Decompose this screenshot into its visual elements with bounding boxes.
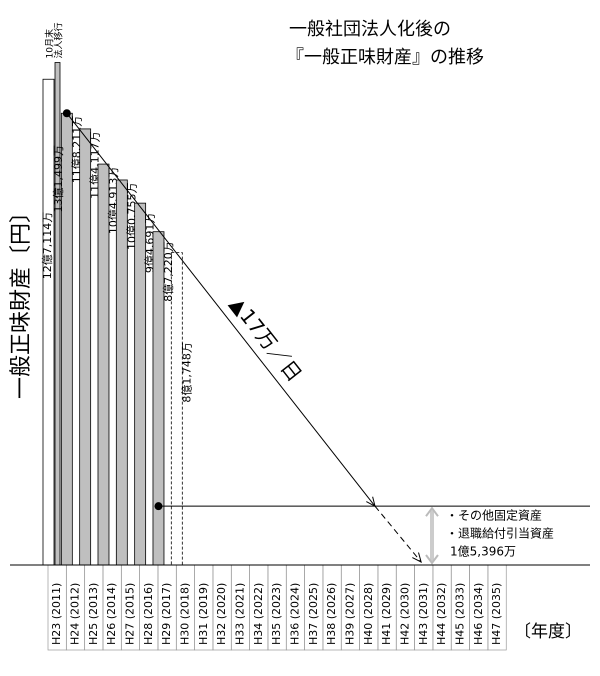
x-tick-label: H24 (2012) <box>68 583 81 645</box>
x-tick-label: H42 (2030) <box>398 583 411 645</box>
x-tick-label: H25 (2013) <box>87 583 100 645</box>
title-line: 『一般正味財産』の推移 <box>286 47 484 68</box>
trend-label: ▲17万／日 <box>226 292 307 386</box>
x-tick-label: H38 (2026) <box>325 583 338 645</box>
x-tick-label: H44 (2032) <box>435 583 448 645</box>
transition-bar <box>54 62 61 566</box>
x-tick-label: H26 (2014) <box>105 583 118 645</box>
x-tick-label: H29 (2017) <box>160 583 173 645</box>
x-tick-label: H46 (2034) <box>472 583 485 645</box>
x-tick-label: H32 (2020) <box>215 583 228 645</box>
x-tick-label: H23 (2011) <box>50 583 63 645</box>
value-label: 13億1,499万 <box>52 145 65 213</box>
x-tick-label: H37 (2025) <box>307 583 320 645</box>
floor-value: 1億5,396万 <box>450 545 516 559</box>
x-tick-label: H27 (2015) <box>123 583 136 645</box>
x-tick-label: H45 (2033) <box>453 583 466 645</box>
value-label: 8億1,748万 <box>180 342 193 403</box>
value-label: 8億7,220万 <box>162 241 175 302</box>
trend-dash <box>374 505 421 562</box>
x-tick-label: H40 (2028) <box>362 583 375 645</box>
x-tick-label: H36 (2024) <box>288 583 301 645</box>
x-tick-label: H34 (2022) <box>252 583 265 645</box>
x-tick-label: H39 (2027) <box>343 583 356 645</box>
arrow-head <box>425 506 439 565</box>
annotation: 法人移行 <box>53 22 65 58</box>
x-tick-label: H35 (2023) <box>270 583 283 645</box>
x-axis-label: 〔年度〕 <box>514 622 582 642</box>
value-label: 12億7,114万 <box>41 212 54 280</box>
annotation: 10月末 <box>44 29 56 58</box>
x-tick-label: H31 (2019) <box>197 583 210 645</box>
x-tick-label: H41 (2029) <box>380 583 393 645</box>
trend-line <box>66 112 375 506</box>
x-tick-label: H28 (2016) <box>142 583 155 645</box>
y-axis-label: 一般正味財産〔円〕 <box>9 201 34 399</box>
floor-item: ・退職給付引当資産 <box>446 526 554 541</box>
x-tick-label: H43 (2031) <box>417 583 430 645</box>
title-line: 一般社団法人化後の <box>289 19 451 40</box>
floor-item: ・その他固定資産 <box>446 508 542 523</box>
x-tick-label: H30 (2018) <box>178 583 191 645</box>
forecast-bar <box>170 252 183 566</box>
x-tick-label: H33 (2021) <box>233 583 246 645</box>
x-tick-label: H47 (2035) <box>490 583 503 645</box>
